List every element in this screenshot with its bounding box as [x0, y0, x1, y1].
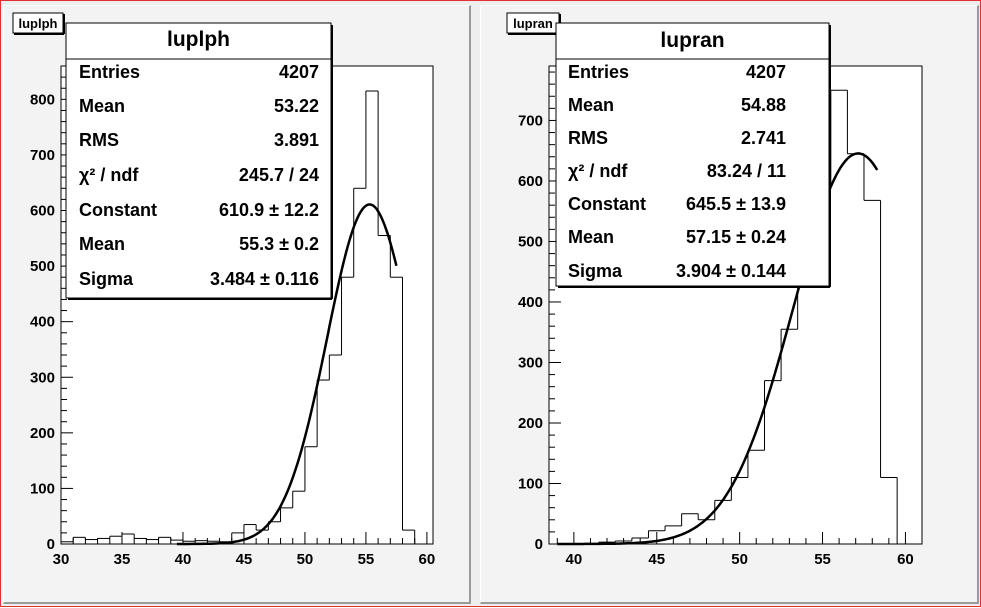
- chart2-y-tick-label: 700: [518, 112, 543, 129]
- chart2-x-tick-label: 40: [566, 551, 583, 568]
- chart2-stat-label: Mean: [568, 95, 614, 115]
- chart2-stat-label: Constant: [568, 194, 646, 214]
- chart1-fit-curve: [176, 203, 398, 546]
- chart1-stat-value: 53.22: [274, 96, 319, 116]
- chart2-y-tick-label: 600: [518, 173, 543, 190]
- chart2-x-tick-label: 50: [731, 551, 748, 568]
- chart1-x-tick-label: 60: [419, 551, 436, 568]
- chart1-stat-label: χ² / ndf: [79, 165, 139, 185]
- chart2-y-tick-label: 300: [518, 354, 543, 371]
- chart1-x-tick-label: 30: [53, 551, 70, 568]
- chart1-x-tick-label: 40: [175, 551, 192, 568]
- chart2-stat-label: RMS: [568, 128, 608, 148]
- chart2-stat-value: 54.88: [741, 95, 786, 115]
- chart1-y-tick-label: 400: [30, 314, 55, 331]
- chart2-stat-value: 57.15 ± 0.24: [686, 227, 786, 247]
- chart1-y-tick-label: 800: [30, 91, 55, 108]
- chart1-stats-title: luplph: [167, 28, 230, 51]
- chart2-y-tick-label: 500: [518, 233, 543, 250]
- chart2-x-tick-label: 60: [897, 551, 914, 568]
- chart2-x-tick-label: 45: [648, 551, 665, 568]
- chart1-tab-label[interactable]: luplph: [19, 16, 58, 31]
- chart2-stat-value: 4207: [746, 62, 786, 82]
- chart2-stat-label: Sigma: [568, 261, 623, 281]
- chart1-y-tick-label: 100: [30, 480, 55, 497]
- chart1-y-tick-label: 300: [30, 369, 55, 386]
- chart2-stat-label: χ² / ndf: [568, 161, 628, 181]
- chart1-y-tick-label: 200: [30, 425, 55, 442]
- chart2-y-tick-label: 200: [518, 415, 543, 432]
- chart2-stat-label: Mean: [568, 227, 614, 247]
- chart2-y-tick-label: 100: [518, 475, 543, 492]
- chart1-y-tick-label: 700: [30, 147, 55, 164]
- chart1-x-tick-label: 50: [297, 551, 314, 568]
- chart2-stat-label: Entries: [568, 62, 629, 82]
- chart1-stat-label: Entries: [79, 62, 140, 82]
- chart1-y-tick-label: 0: [47, 536, 55, 553]
- chart1-stat-value: 55.3 ± 0.2: [239, 234, 319, 254]
- chart1-stat-value: 3.891: [274, 130, 319, 150]
- chart2-stat-value: 3.904 ± 0.144: [676, 261, 786, 281]
- chart1-stat-label: Constant: [79, 200, 157, 220]
- chart1-stat-label: Mean: [79, 96, 125, 116]
- chart2-stats-title: lupran: [660, 29, 724, 52]
- chart1-stat-value: 3.484 ± 0.116: [210, 269, 319, 289]
- chart2-y-tick-label: 400: [518, 294, 543, 311]
- chart2-y-tick-label: 0: [535, 536, 543, 553]
- chart1-stat-label: RMS: [79, 130, 119, 150]
- chart2-tab-label[interactable]: lupran: [513, 16, 553, 31]
- chart2-stat-value: 83.24 / 11: [707, 161, 786, 181]
- chart1-x-tick-label: 35: [114, 551, 131, 568]
- chart2-x-tick-label: 55: [814, 551, 831, 568]
- chart1-y-tick-label: 500: [30, 258, 55, 275]
- chart1-stats-box[interactable]: [65, 22, 332, 299]
- chart1-stat-label: Mean: [79, 234, 125, 254]
- chart1-y-tick-label: 600: [30, 203, 55, 220]
- chart2-stat-value: 2.741: [741, 128, 786, 148]
- chart1-stat-value: 245.7 / 24: [239, 165, 319, 185]
- chart1-stat-value: 4207: [279, 62, 319, 82]
- chart2-stat-value: 645.5 ± 13.9: [686, 194, 786, 214]
- chart1-stat-value: 610.9 ± 12.2: [219, 200, 319, 220]
- chart1-stat-label: Sigma: [79, 269, 134, 289]
- chart1-x-tick-label: 45: [236, 551, 253, 568]
- chart1-x-tick-label: 55: [358, 551, 375, 568]
